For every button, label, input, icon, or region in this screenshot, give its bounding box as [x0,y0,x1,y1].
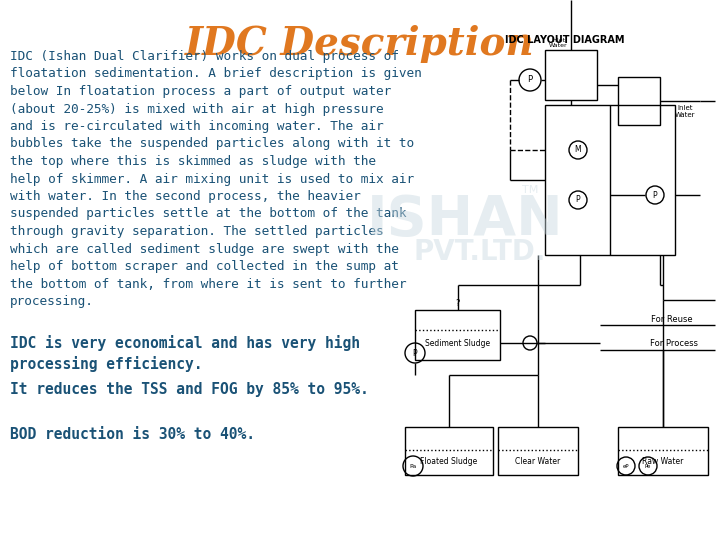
Text: Floated Sludge: Floated Sludge [420,456,477,465]
Text: M: M [575,145,581,154]
Text: IDC LAYOUT DIAGRAM: IDC LAYOUT DIAGRAM [505,35,625,45]
Text: BOD reduction is 30% to 40%.: BOD reduction is 30% to 40%. [10,427,255,442]
Text: Sediment Sludge: Sediment Sludge [426,339,490,348]
Bar [405,427,493,475]
Bar [618,77,660,125]
Text: IDC (Ishan Dual Clarifier) works on dual process of
floatation sedimentation. A : IDC (Ishan Dual Clarifier) works on dual… [10,50,422,308]
Text: It reduces the TSS and FOG by 85% to 95%.: It reduces the TSS and FOG by 85% to 95%… [10,382,369,397]
Bar [415,310,500,360]
Bar [618,427,708,475]
Bar [545,105,675,255]
Text: eP: eP [623,463,629,469]
Text: IDC Description: IDC Description [185,25,535,63]
Text: P: P [576,195,580,205]
Text: P: P [528,76,533,84]
Text: P: P [413,348,418,357]
Text: Water: Water [675,112,696,118]
Text: For Reuse: For Reuse [651,314,693,323]
Text: P: P [653,191,657,199]
Text: ?: ? [456,300,460,308]
Text: Inlet: Inlet [678,105,693,111]
Text: Pe: Pe [645,463,651,469]
Text: For Process: For Process [650,340,698,348]
Bar [545,50,597,100]
Text: Pa: Pa [410,463,417,469]
Text: Raw Water: Raw Water [642,456,684,465]
Bar [498,427,578,475]
Text: TM: TM [522,185,538,195]
Text: PVT.LTD.: PVT.LTD. [414,238,546,266]
Text: Clear Water: Clear Water [516,456,561,465]
Text: ISHAN: ISHAN [366,193,563,247]
Text: Inlet
Water: Inlet Water [549,38,567,49]
Text: IDC is very economical and has very high
processing efficiency.: IDC is very economical and has very high… [10,335,360,372]
